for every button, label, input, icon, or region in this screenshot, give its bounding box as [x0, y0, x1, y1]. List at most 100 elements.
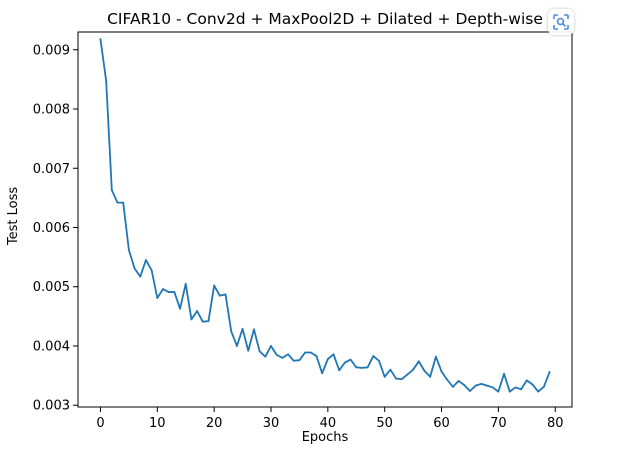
data-point	[133, 267, 136, 270]
data-point	[230, 330, 233, 333]
data-point	[127, 249, 130, 251]
x-tick-label: 80	[547, 416, 564, 431]
y-tick-label: 0.004	[33, 339, 70, 354]
x-tick-label: 40	[320, 416, 337, 431]
data-point	[531, 383, 534, 386]
data-point	[372, 355, 375, 357]
data-point	[304, 351, 307, 354]
data-point	[190, 318, 193, 321]
data-point	[275, 353, 278, 356]
data-point	[542, 385, 545, 388]
data-point	[309, 351, 312, 354]
y-tick-label: 0.006	[33, 221, 70, 236]
data-point	[315, 355, 318, 357]
data-point	[150, 269, 153, 272]
data-point	[218, 294, 221, 297]
data-point	[520, 388, 523, 391]
data-point	[400, 378, 403, 381]
data-point	[469, 390, 471, 392]
data-point	[429, 375, 432, 378]
y-tick-label: 0.005	[33, 280, 70, 295]
series-line	[99, 38, 551, 393]
data-point	[298, 359, 301, 362]
data-points	[99, 38, 551, 393]
data-point	[406, 373, 409, 376]
y-tick-label: 0.007	[33, 162, 70, 177]
data-point	[503, 372, 505, 375]
data-point	[434, 355, 437, 358]
data-point	[446, 378, 449, 381]
data-point	[122, 201, 125, 204]
data-point	[395, 377, 397, 380]
data-point	[196, 310, 198, 312]
data-point	[247, 349, 250, 352]
data-point	[201, 320, 204, 323]
data-point	[514, 386, 517, 389]
y-tick-label: 0.009	[33, 43, 70, 58]
data-point	[412, 368, 415, 371]
data-point	[423, 369, 426, 372]
data-point	[105, 79, 108, 82]
data-point	[361, 367, 363, 369]
data-point	[321, 372, 324, 375]
x-axis-title: Epochs	[302, 430, 349, 445]
data-point	[99, 38, 102, 41]
data-point	[292, 359, 295, 362]
visual-search-icon	[553, 14, 569, 30]
plot-area	[78, 32, 572, 407]
data-point	[110, 189, 113, 192]
data-point	[167, 291, 170, 293]
x-tick-label: 60	[433, 416, 450, 431]
x-tick-label: 30	[263, 416, 280, 431]
data-point	[537, 390, 540, 393]
data-point	[139, 275, 142, 278]
data-point	[366, 366, 369, 369]
data-point	[389, 368, 392, 371]
data-point	[162, 288, 164, 291]
data-point	[508, 390, 511, 393]
data-point	[548, 371, 551, 373]
chart-title: CIFAR10 - Conv2d + MaxPool2D + Dilated +…	[107, 10, 543, 28]
data-point	[258, 350, 261, 353]
data-point	[332, 353, 335, 356]
data-point	[270, 345, 272, 347]
x-axis-ticks: 0 10 20 30 40 50 60 70 80	[96, 407, 564, 431]
visual-search-button[interactable]	[548, 9, 574, 35]
data-point	[179, 307, 181, 310]
data-point	[525, 379, 528, 382]
y-tick-label: 0.003	[33, 399, 70, 414]
data-point	[463, 384, 466, 386]
data-point	[383, 375, 386, 378]
data-point	[281, 356, 284, 359]
data-point	[491, 386, 494, 389]
plot-frame	[77, 31, 573, 408]
data-point	[349, 358, 352, 361]
x-tick-label: 10	[149, 416, 166, 431]
y-axis-ticks: 0.003 0.004 0.005 0.006 0.007 0.008 0.009	[33, 43, 78, 414]
data-point	[378, 359, 380, 362]
y-axis-title: Test Loss	[6, 187, 21, 246]
data-point	[287, 353, 289, 356]
data-point	[474, 384, 477, 387]
data-point	[326, 358, 329, 360]
x-tick-label: 20	[206, 416, 223, 431]
data-point	[452, 385, 454, 388]
data-point	[264, 355, 267, 358]
data-point	[145, 259, 147, 261]
data-point	[173, 291, 176, 293]
data-point	[497, 390, 500, 393]
data-point	[184, 282, 187, 285]
data-point	[156, 297, 159, 299]
data-point	[440, 370, 443, 373]
y-tick-label: 0.008	[33, 103, 70, 118]
data-point	[355, 366, 358, 369]
data-point	[253, 328, 255, 331]
data-point	[207, 320, 210, 322]
data-point	[486, 384, 488, 387]
data-point	[241, 327, 244, 330]
x-tick-label: 70	[490, 416, 507, 431]
x-tick-label: 50	[376, 416, 393, 431]
data-point	[235, 345, 238, 347]
